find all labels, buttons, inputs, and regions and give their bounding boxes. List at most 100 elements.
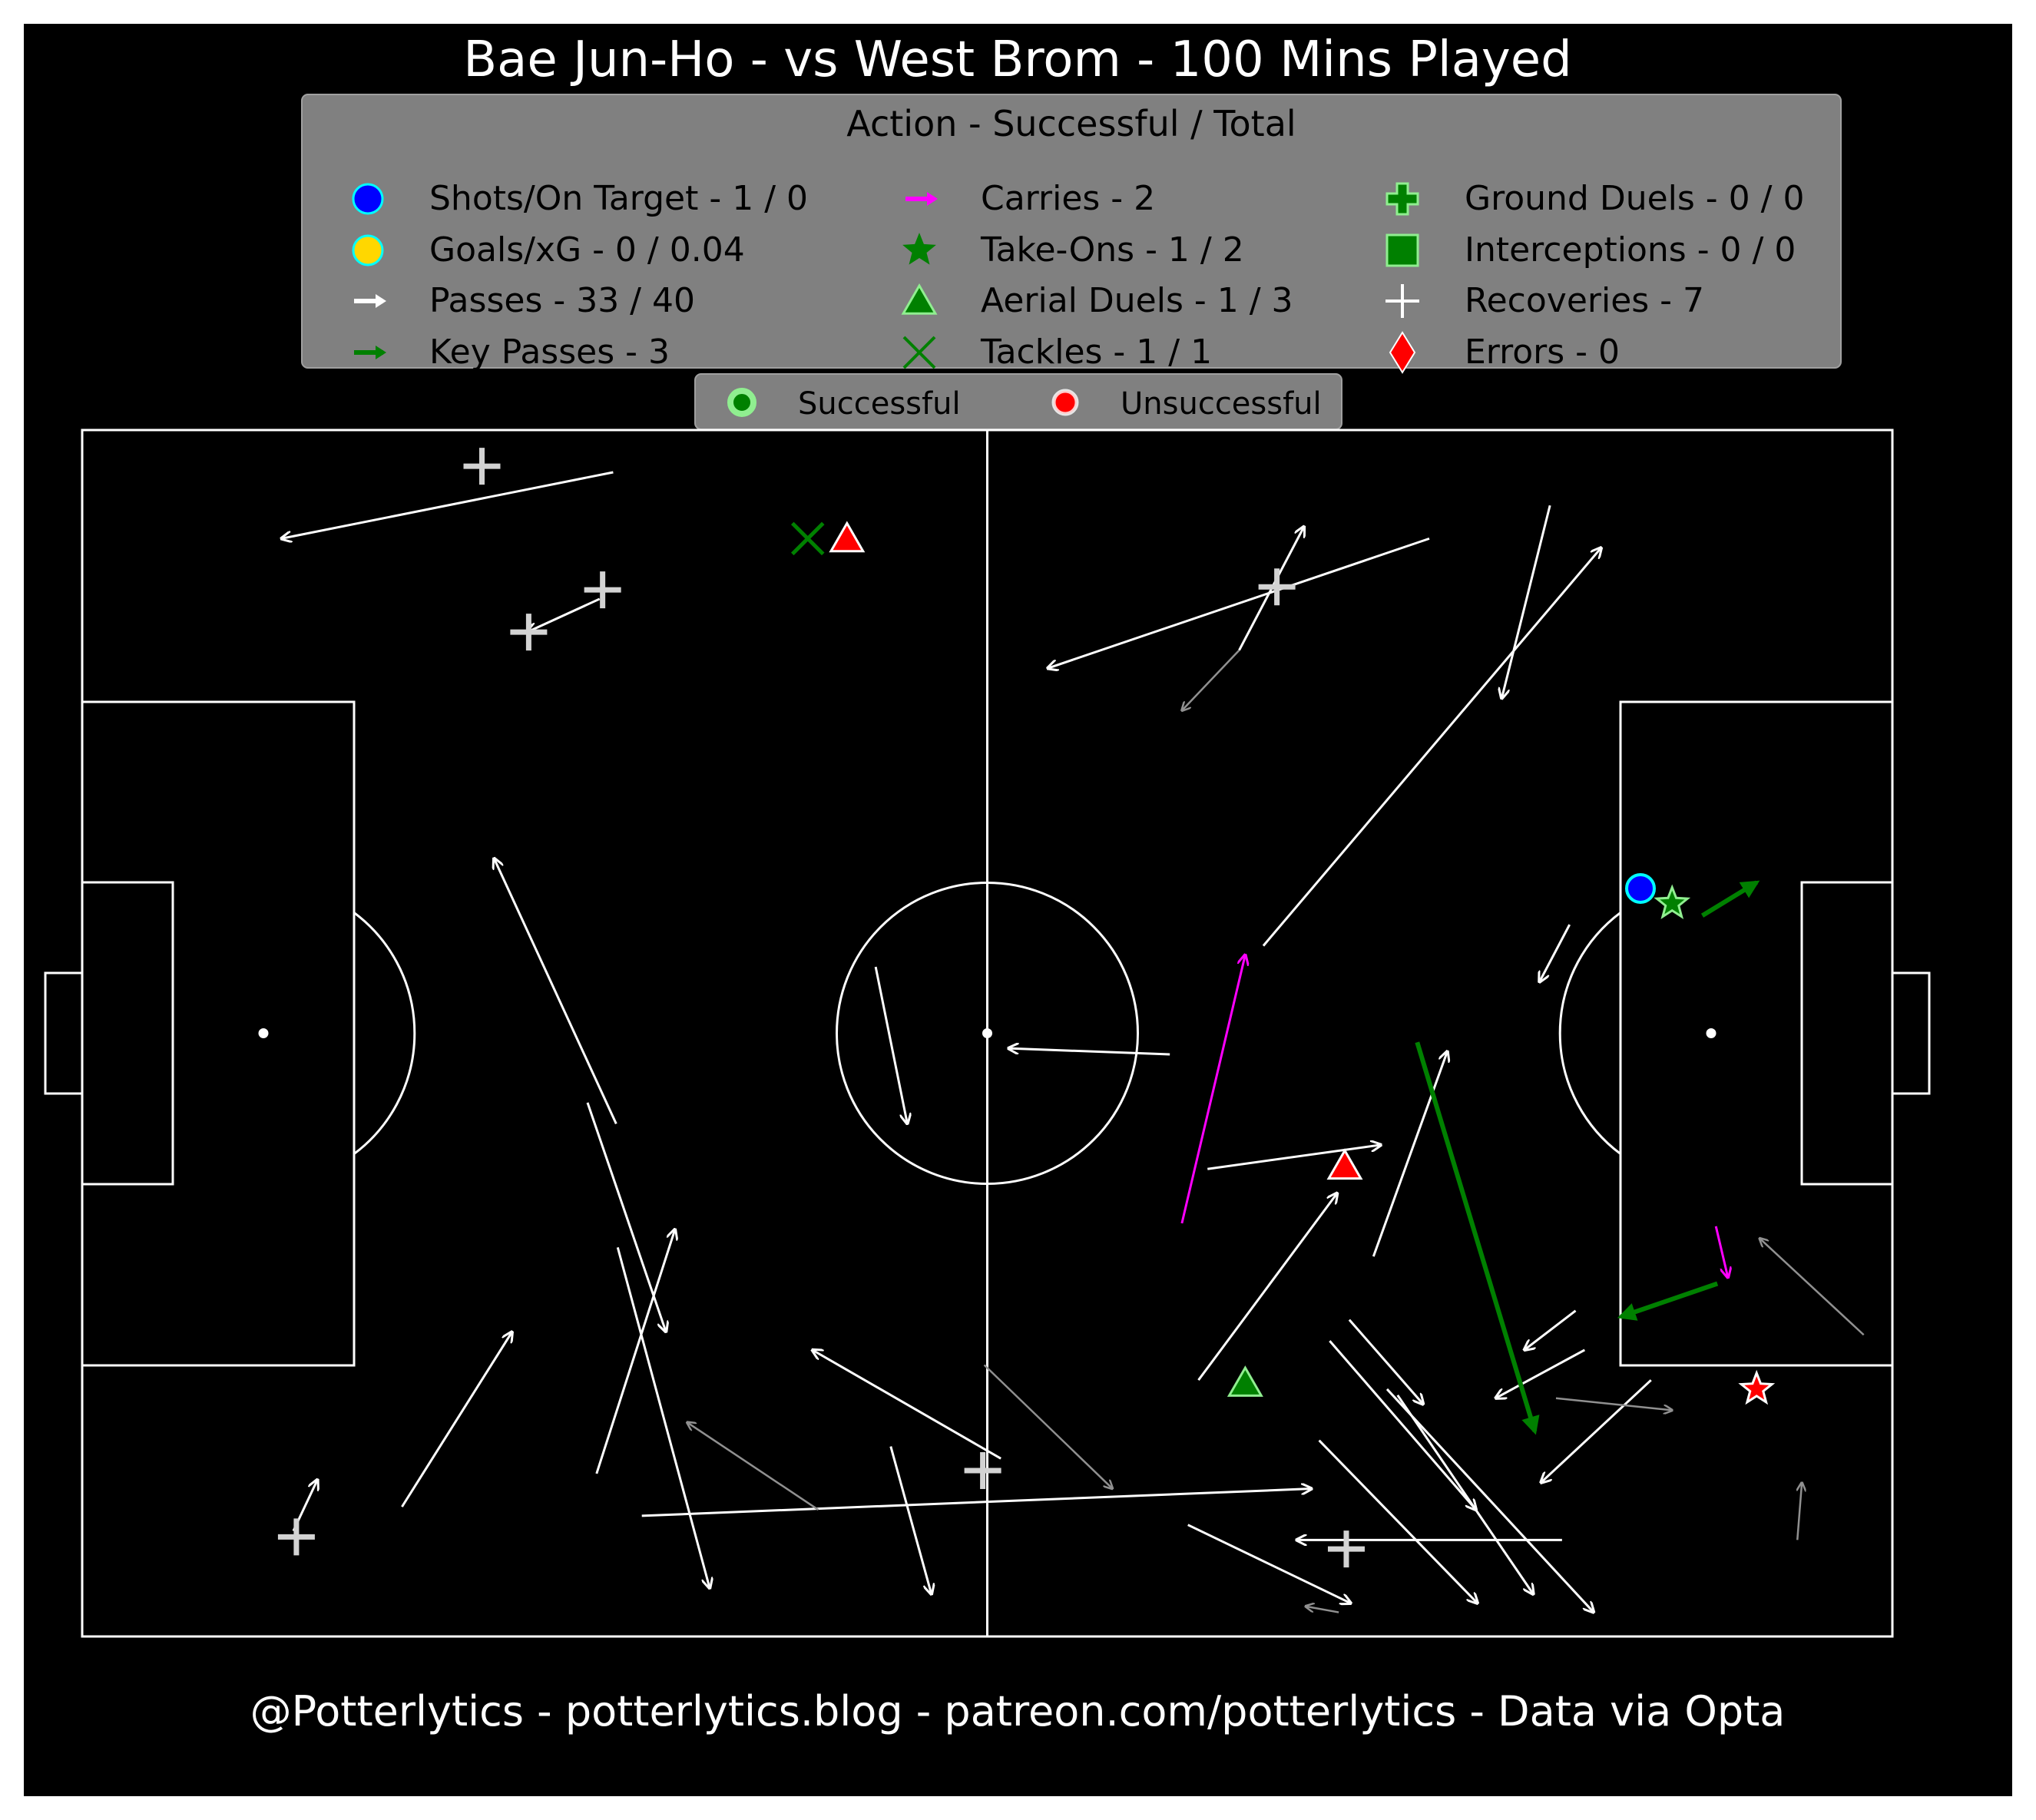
legend-items: Shots/On Target - 1 / 0 Goals/xG - 0 / 0.…	[352, 179, 1804, 374]
legend-label: Passes - 33 / 40	[429, 281, 695, 320]
aerial-duel-marker	[1227, 1365, 1263, 1397]
legend-item: Recoveries - 7	[1385, 281, 1704, 320]
legend-item: Carries - 2	[905, 179, 1155, 218]
triangle-icon	[901, 283, 938, 315]
legend-label: Recoveries - 7	[1465, 281, 1704, 320]
recovery-marker	[510, 614, 548, 651]
recovery-marker	[1258, 568, 1296, 606]
pass-arrow	[889, 1446, 932, 1594]
pass-arrow	[1197, 1193, 1337, 1382]
pass-arrow	[1048, 537, 1430, 668]
pass-arrow	[874, 966, 907, 1123]
legend-label: Take-Ons - 1 / 2	[980, 230, 1244, 270]
key-pass-arrow	[1700, 880, 1760, 918]
footer-credits: @Potterlytics - potterlytics.blog - patr…	[250, 1687, 1786, 1736]
take-on-marker	[1654, 884, 1691, 919]
successful-marker	[727, 388, 756, 417]
diamond-icon	[1389, 331, 1416, 374]
failed-pass-arrow	[687, 1422, 819, 1511]
legend-item: Key Passes - 3	[354, 333, 670, 372]
pass-arrow	[1501, 505, 1551, 698]
legend-item: Goals/xG - 0 / 0.04	[352, 230, 745, 270]
left-penalty-spot	[258, 1028, 269, 1038]
legend: Action - Successful / Total Shots/On Tar…	[301, 94, 1842, 374]
star-icon	[902, 233, 936, 265]
recovery-marker	[964, 1451, 1001, 1489]
legend-label: Goals/xG - 0 / 0.04	[429, 230, 745, 270]
pass-arrow	[1348, 1319, 1423, 1405]
aerial-duel-marker	[829, 521, 866, 553]
passes-layer	[281, 471, 1865, 1613]
pass-arrow	[1187, 1524, 1351, 1603]
pass-arrow	[1207, 1145, 1381, 1170]
recovery-marker	[1327, 1530, 1365, 1568]
legend-item: Tackles - 1 / 1	[902, 333, 1212, 372]
right-six-yard-box	[1800, 881, 1894, 1186]
legend-label: Aerial Duels - 1 / 3	[981, 281, 1293, 320]
circle-icon	[352, 183, 384, 215]
pass-arrow	[1008, 1048, 1170, 1056]
pass-arrow	[641, 1489, 1312, 1517]
chart-title: Bae Jun-Ho - vs West Brom - 100 Mins Pla…	[463, 31, 1572, 88]
circle-icon	[352, 234, 384, 266]
legend-label: Tackles - 1 / 1	[980, 333, 1212, 372]
legend-item: Interceptions - 0 / 0	[1385, 230, 1796, 270]
pass-arrow	[494, 859, 617, 1124]
tackle-marker	[790, 521, 825, 556]
take-on-marker	[1738, 1369, 1776, 1405]
key-pass-arrow	[1415, 1041, 1540, 1435]
pass-arrow	[813, 1350, 1001, 1460]
failed-pass-arrow	[1182, 649, 1240, 711]
pass-arrow	[1495, 1348, 1586, 1398]
key-pass-arrow	[1617, 1281, 1719, 1321]
pass-arrow	[1372, 1051, 1447, 1257]
pass-arrow	[527, 597, 601, 632]
pass-arrow	[595, 1229, 675, 1474]
carry-arrow	[1180, 955, 1245, 1224]
failed-pass-arrow	[1306, 1607, 1339, 1613]
square-icon	[1385, 233, 1419, 267]
legend-label: Carries - 2	[981, 179, 1155, 218]
x-icon	[902, 336, 936, 369]
shot-marker	[1624, 872, 1656, 904]
legend-item: Take-Ons - 1 / 2	[902, 230, 1244, 270]
pass-arrow	[1385, 1388, 1594, 1613]
legend-box	[301, 94, 1842, 369]
left-six-yard-box	[81, 881, 174, 1186]
pass-arrow	[401, 1332, 511, 1507]
pass-arrow	[281, 471, 614, 538]
pass-arrow	[1525, 1309, 1577, 1350]
unsuccessful-marker	[1051, 389, 1079, 416]
plus-icon	[1385, 284, 1419, 318]
plus-filled-icon	[1385, 182, 1419, 216]
chart-background: Bae Jun-Ho - vs West Brom - 100 Mins Pla…	[24, 24, 2012, 1796]
legend-label: Ground Duels - 0 / 0	[1465, 179, 1804, 218]
carries-layer	[1180, 955, 1728, 1278]
failed-pass-arrow	[983, 1364, 1113, 1489]
unsuccessful-label: Unsuccessful	[1121, 386, 1322, 422]
left-penalty-area	[81, 700, 356, 1367]
legend-item: Errors - 0	[1389, 331, 1620, 374]
successful-label: Successful	[798, 386, 961, 422]
legend-title: Action - Successful / Total	[846, 103, 1296, 144]
pitch	[44, 429, 1931, 1638]
pass-arrow	[616, 1246, 710, 1588]
arrow-icon	[354, 294, 386, 308]
recovery-marker	[463, 448, 501, 485]
pass-arrow	[1262, 548, 1601, 947]
events-layer	[277, 448, 1776, 1568]
failed-pass-arrow	[1555, 1397, 1672, 1411]
right-goal	[1891, 971, 1931, 1095]
failed-pass-arrow	[1796, 1483, 1802, 1540]
legend-item: Passes - 33 / 40	[354, 281, 695, 320]
failed-pass-arrow	[1760, 1239, 1865, 1336]
pass-arrow	[1329, 1340, 1476, 1510]
carry-arrow	[1714, 1226, 1728, 1278]
centre-circle	[836, 882, 1139, 1185]
legend-item: Aerial Duels - 1 / 3	[901, 281, 1293, 320]
legend-label: Key Passes - 3	[429, 333, 670, 372]
centre-spot	[982, 1028, 992, 1038]
key-passes-layer	[1415, 880, 1760, 1435]
legend-item: Shots/On Target - 1 / 0	[352, 179, 808, 218]
right-penalty-arc	[1558, 912, 1621, 1155]
